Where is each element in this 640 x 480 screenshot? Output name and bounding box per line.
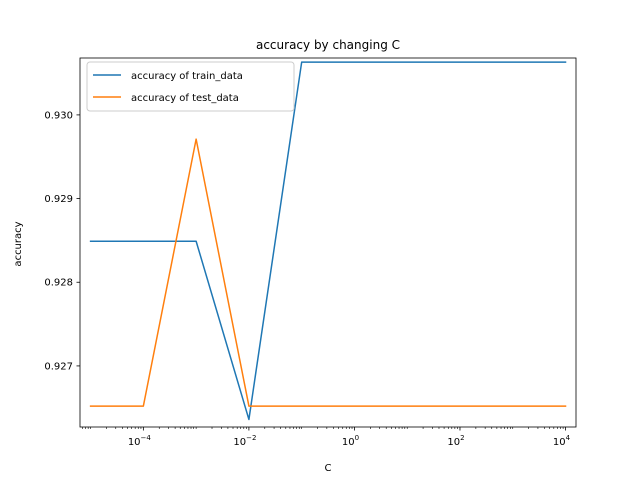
x-tick-label: 104 [553, 434, 571, 448]
legend: accuracy of train_data accuracy of test_… [86, 61, 295, 112]
x-axis-ticks: 10−4 10−2 100 102 104 [82, 427, 571, 448]
plot-area: 10−4 10−2 100 102 104 0.927 0.928 0.929 0.930 [44, 57, 577, 448]
series-line-train [89, 61, 567, 421]
x-tick-label: 100 [342, 434, 359, 448]
x-tick-label: 10−2 [233, 434, 256, 448]
y-axis-ticks: 0.927 0.928 0.929 0.930 [44, 110, 80, 372]
legend-box [86, 61, 295, 112]
x-axis-label: C [325, 463, 332, 474]
legend-label-train: accuracy of train_data [131, 71, 243, 82]
series-layer [89, 61, 567, 421]
x-tick-label: 10−4 [128, 434, 152, 448]
chart-title: accuracy by changing C [256, 38, 400, 52]
y-axis-label: accuracy [13, 221, 24, 266]
y-tick-label: 0.930 [44, 110, 73, 121]
y-tick-label: 0.928 [44, 278, 73, 289]
legend-label-test: accuracy of test_data [131, 93, 239, 104]
y-tick-label: 0.927 [44, 361, 73, 372]
series-line-test [89, 138, 567, 407]
y-tick-label: 0.929 [44, 194, 73, 205]
axes-frame [79, 57, 577, 428]
x-tick-label: 102 [447, 434, 464, 448]
